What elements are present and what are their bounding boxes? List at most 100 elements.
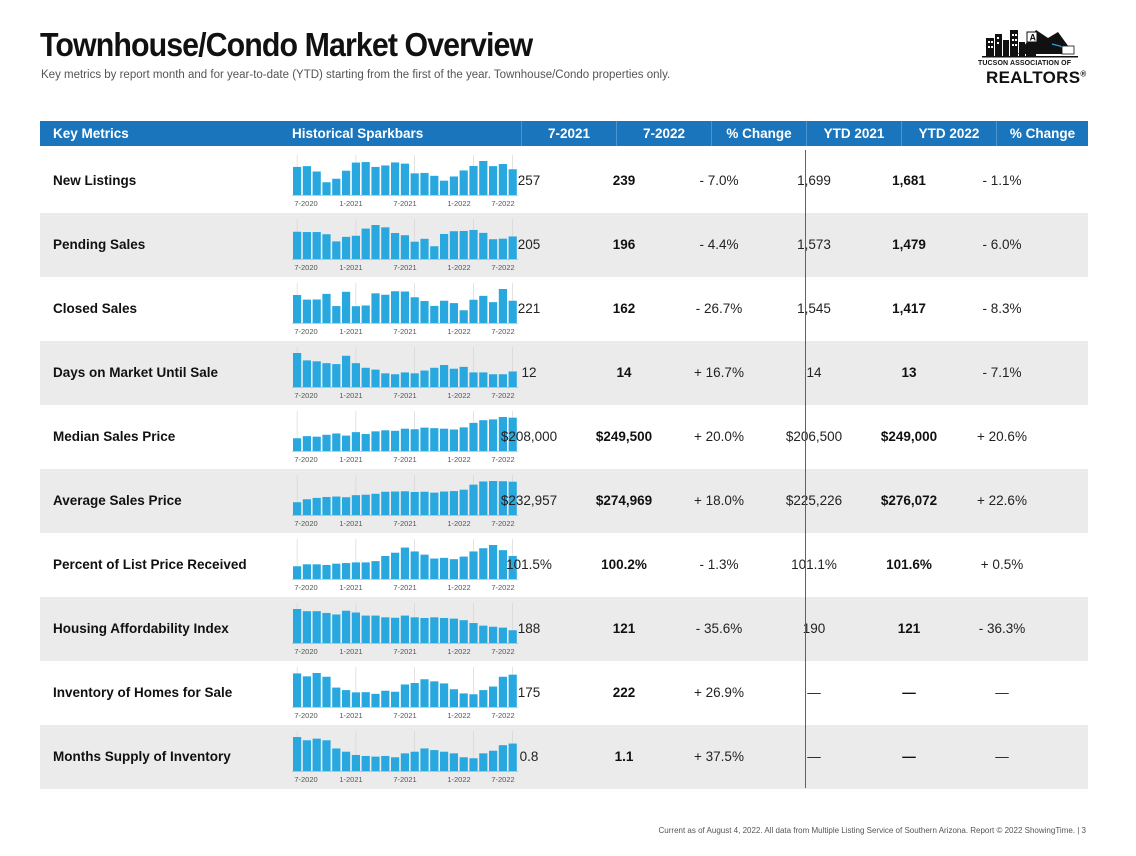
sparkbar-bar xyxy=(332,364,341,387)
sparkbar-bar xyxy=(391,162,400,195)
sparkbar-bar xyxy=(459,693,468,707)
sparkbar-bar xyxy=(410,429,419,451)
sparkbar-bar xyxy=(351,612,360,643)
sparkbar-bar xyxy=(440,617,449,643)
sparkbar-bar xyxy=(469,299,478,323)
sparkbar-bar xyxy=(498,289,507,323)
sparkbar-bar xyxy=(508,417,517,451)
sparkbar-axis-label: 7-2020 xyxy=(294,455,317,464)
sparkbar-axis-label: 1-2022 xyxy=(447,391,470,400)
sparkbar-bar xyxy=(322,612,331,643)
value-pct-change: - 7.0% xyxy=(699,173,739,188)
sparkbar-bar xyxy=(332,433,341,451)
sparkbar-bar xyxy=(302,564,311,579)
sparkbar-bar xyxy=(469,372,478,387)
logo-realtors-word: REALTORS xyxy=(986,68,1081,87)
city-skyline-mountain-logo-icon: A xyxy=(982,30,1078,58)
sparkbar-bar xyxy=(302,740,311,771)
value-ytd-2021: — xyxy=(807,685,821,700)
sparkbar-axis-label: 7-2020 xyxy=(294,711,317,720)
sparkbar-bar xyxy=(498,550,507,579)
sparkbar-bar xyxy=(361,562,370,579)
sparkbar-bar xyxy=(498,164,507,195)
sparkbar-bar xyxy=(420,617,429,643)
sparkbar-bar xyxy=(312,497,321,515)
value-pct-change: + 16.7% xyxy=(694,365,744,380)
sparkbar-bar xyxy=(430,681,439,707)
sparkbar-bar xyxy=(430,558,439,579)
realtors-logo: A TUCSON ASSOCIATION OF REALTORS® xyxy=(978,24,1090,88)
sparkbar-bar xyxy=(302,166,311,195)
sparkbar-bar xyxy=(371,431,380,451)
sparkbar-chart: 7-2020 1-2021 7-2021 1-2022 7-2022 xyxy=(292,603,518,656)
table-header: Key Metrics Historical Sparkbars 7-2021 … xyxy=(40,121,1088,146)
table-row: Closed Sales 7-2020 1-2021 7-2021 1-2022 7-20… xyxy=(40,277,1088,341)
value-month-2021: 205 xyxy=(517,237,541,252)
sparkbar-bar xyxy=(342,610,351,643)
sparkbar-axis-label: 1-2022 xyxy=(447,711,470,720)
sparkbar-bar xyxy=(361,494,370,515)
value-ytd-pct-change: - 6.0% xyxy=(982,237,1022,252)
sparkbar-bar xyxy=(361,755,370,771)
value-month-2022: 162 xyxy=(612,301,636,316)
value-month-2022: 14 xyxy=(616,365,632,380)
ytd-divider-line xyxy=(805,150,806,788)
sparkbar-axis-label: 7-2020 xyxy=(294,647,317,656)
sparkbar-bar xyxy=(293,353,302,387)
page-subtitle: Key metrics by report month and for year… xyxy=(41,69,671,81)
value-ytd-2022: 1,479 xyxy=(892,237,926,252)
sparkbar-bar xyxy=(489,481,498,515)
sparkbar-bar xyxy=(489,302,498,323)
sparkbar-axis-label: 7-2022 xyxy=(491,711,514,720)
value-month-2021: 175 xyxy=(517,685,541,700)
header-ytd-2021: YTD 2021 xyxy=(823,126,885,141)
sparkbar-bar xyxy=(332,748,341,771)
sparkbar-bar xyxy=(489,239,498,259)
metric-label: Median Sales Price xyxy=(53,429,176,444)
sparkbar-bar xyxy=(371,693,380,707)
sparkbar-bar xyxy=(479,753,488,771)
value-ytd-pct-change: + 0.5% xyxy=(980,557,1024,572)
value-pct-change: - 26.7% xyxy=(695,301,743,316)
table-row: Inventory of Homes for Sale 7-2020 1-2021 7… xyxy=(40,661,1088,725)
value-ytd-2022: 101.6% xyxy=(886,557,932,572)
sparkbar-bar xyxy=(440,557,449,579)
sparkbar-bar xyxy=(440,233,449,259)
sparkbar-bar xyxy=(440,683,449,707)
sparkbar-bar xyxy=(381,491,390,515)
sparkbar-bar xyxy=(410,617,419,643)
value-ytd-2021: 14 xyxy=(806,365,822,380)
sparkbar-bar xyxy=(371,293,380,323)
sparkbar-axis-label: 7-2021 xyxy=(393,647,416,656)
value-ytd-2022: — xyxy=(902,685,916,700)
logo-realtors-text: REALTORS® xyxy=(986,68,1087,88)
sparkbar-bar xyxy=(400,491,409,515)
value-ytd-2021: 1,573 xyxy=(797,237,831,252)
sparkbar-bar xyxy=(508,555,517,579)
sparkbar-bar xyxy=(459,170,468,195)
sparkbar-axis-label: 7-2020 xyxy=(294,583,317,592)
sparkbar-bar xyxy=(449,429,458,451)
sparkbar-bar xyxy=(293,295,302,323)
sparkbar-bar xyxy=(410,751,419,771)
sparkbar-bar xyxy=(489,374,498,387)
sparkbar-bar xyxy=(312,232,321,259)
sparkbar-bar xyxy=(479,232,488,259)
sparkbar-axis-label: 7-2022 xyxy=(491,455,514,464)
sparkbar-bar xyxy=(361,692,370,707)
sparkbar-bar xyxy=(459,620,468,643)
sparkbar-bar xyxy=(469,422,478,451)
sparkbar-bar xyxy=(381,430,390,451)
sparkbar-bar xyxy=(351,432,360,451)
value-month-2021: 188 xyxy=(517,621,541,636)
sparkbar-axis-label: 7-2020 xyxy=(294,519,317,528)
sparkbar-bar xyxy=(459,427,468,451)
sparkbar-bar xyxy=(479,548,488,579)
table-row: New Listings 7-2020 1-2021 7-2021 1-2022 7-20… xyxy=(40,149,1088,213)
sparkbar-bar xyxy=(361,367,370,387)
sparkbar-bar xyxy=(498,481,507,515)
sparkbar-bar xyxy=(371,369,380,387)
sparkbar-bar xyxy=(430,617,439,643)
value-ytd-pct-change: + 20.6% xyxy=(977,429,1027,444)
sparkbar-bar xyxy=(302,676,311,707)
